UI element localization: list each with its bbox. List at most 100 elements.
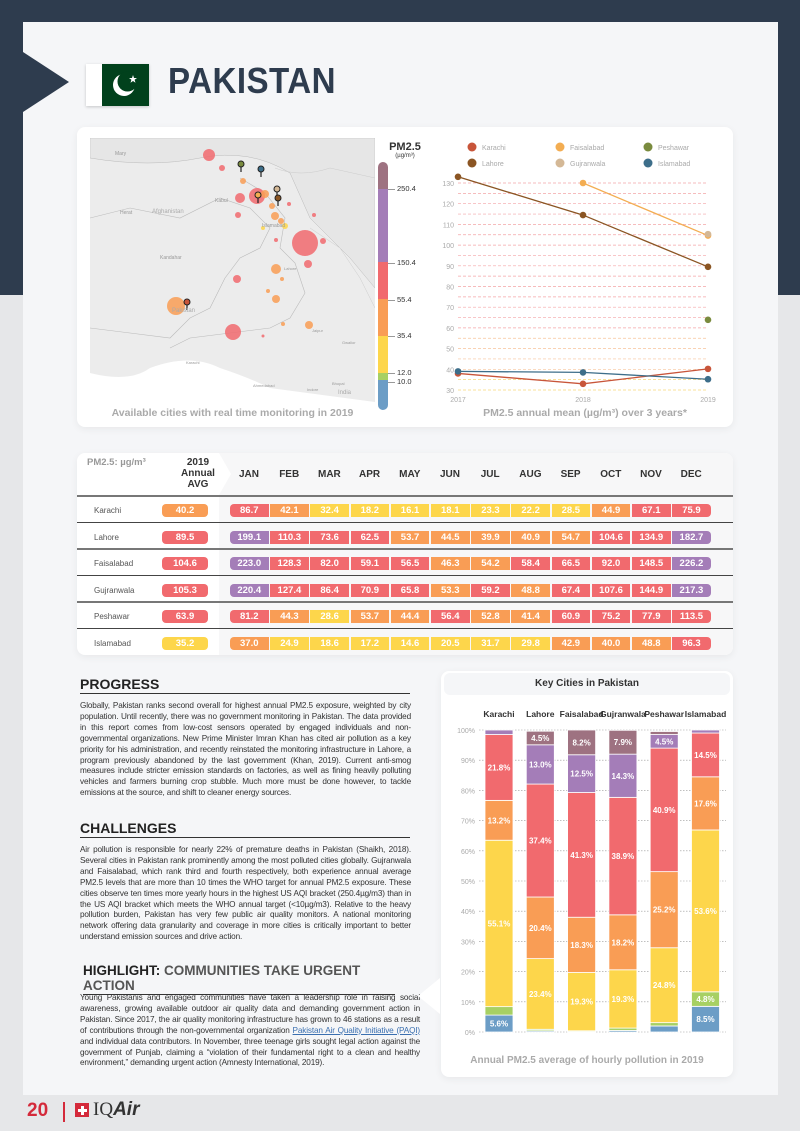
map-station-dot[interactable] [261, 334, 265, 338]
map-station-dot[interactable] [233, 275, 241, 283]
bar-segment[interactable] [649, 1022, 679, 1027]
legend-item-lahore: Lahore [467, 158, 504, 168]
bar-segment[interactable] [649, 947, 679, 1024]
data-point-peshawar[interactable] [704, 316, 712, 324]
city-name: Lahore [94, 532, 119, 542]
map-pin-peshawar-icon[interactable] [237, 160, 245, 172]
map-pin-lahore-icon[interactable] [274, 194, 282, 206]
month-value-jan: 37.0 [230, 636, 269, 650]
bar-segment[interactable] [484, 734, 514, 801]
table-unit-label: PM2.5: µg/m³ [87, 457, 146, 468]
bar-segment[interactable] [567, 972, 596, 1032]
map-station-dot[interactable] [235, 193, 245, 203]
data-point-lahore[interactable] [454, 173, 462, 181]
bar-segment[interactable] [525, 958, 555, 1030]
bar-segment[interactable] [484, 729, 514, 735]
bar-segment[interactable] [525, 744, 555, 785]
segment-label: 13.2% [488, 816, 511, 825]
map-station-dot[interactable] [272, 295, 280, 303]
map-pin-faisalabad-icon[interactable] [254, 191, 262, 203]
bar-segment[interactable] [608, 753, 638, 798]
map-station-dot[interactable] [167, 297, 185, 315]
map-station-dot[interactable] [240, 178, 246, 184]
bar-segment[interactable] [484, 799, 514, 841]
data-point-karachi[interactable] [579, 380, 587, 388]
month-value-nov: 77.9 [632, 610, 671, 623]
bar-segment[interactable] [525, 730, 555, 746]
bar-segment[interactable] [608, 914, 638, 971]
segment-label: 24.8% [653, 981, 676, 990]
map-pin-islamabad-icon[interactable] [257, 165, 265, 177]
month-value-jun: 53.3 [431, 583, 470, 597]
data-point-lahore[interactable] [704, 263, 712, 271]
bar-segment[interactable] [608, 729, 638, 755]
map-station-dot[interactable] [305, 321, 313, 329]
map-station-dot[interactable] [274, 238, 278, 242]
map-station-dot[interactable] [304, 260, 312, 268]
bar-segment[interactable] [691, 776, 720, 831]
data-point-islamabad[interactable] [579, 369, 587, 376]
map-station-dot[interactable] [269, 203, 275, 209]
table-divider [77, 627, 733, 629]
bar-segment[interactable] [649, 1025, 679, 1033]
map-station-dot[interactable] [271, 212, 279, 220]
month-value-may: 44.4 [390, 610, 430, 623]
svg-text:Karachi: Karachi [482, 145, 506, 152]
map-label-afghanistan: Afghanistan [152, 209, 184, 215]
segment-label: 7.9% [614, 738, 632, 747]
bar-segment[interactable] [567, 729, 596, 756]
month-value-dec: 96.3 [672, 636, 711, 650]
data-point-karachi[interactable] [704, 365, 712, 373]
paqi-link[interactable]: Pakistan Air Quality Initiative (PAQI) [292, 1025, 421, 1035]
data-point-gujranwala[interactable] [704, 230, 712, 238]
map-station-dot[interactable] [225, 324, 241, 340]
map-station-dot[interactable] [312, 213, 316, 217]
map-station-dot[interactable] [282, 223, 288, 229]
y-tick-label: 70 [446, 305, 454, 312]
bar-segment[interactable] [691, 732, 720, 778]
bar-segment[interactable] [567, 754, 596, 793]
legend-item-peshawar: Peshawar [643, 142, 690, 152]
y-tick-label: 60% [461, 849, 475, 856]
data-point-islamabad[interactable] [454, 368, 462, 375]
map-station-dot[interactable] [281, 322, 285, 326]
map-station-dot[interactable] [292, 230, 318, 256]
bar-segment[interactable] [608, 969, 638, 1029]
map-pin-karachi-icon[interactable] [183, 298, 191, 310]
bar-segment[interactable] [691, 1005, 720, 1033]
map-station-dot[interactable] [280, 277, 284, 281]
monitoring-map[interactable]: Mary Herat Afghanistan Kabul Kandahar Is… [90, 138, 375, 402]
map-station-dot[interactable] [271, 264, 281, 274]
map-station-dot[interactable] [287, 202, 291, 206]
month-value-may: 14.6 [390, 636, 430, 650]
map-station-dot[interactable] [203, 149, 215, 161]
month-value-sep: 66.5 [551, 557, 591, 570]
legend-title: PM2.5 [389, 141, 421, 153]
bar-segment[interactable] [484, 839, 514, 1008]
svg-text:Peshawar: Peshawar [658, 145, 690, 152]
progress-body: Globally, Pakistan ranks second overall … [80, 701, 411, 798]
map-station-dot[interactable] [320, 238, 326, 244]
bar-segment[interactable] [567, 792, 596, 918]
bar-segment[interactable] [484, 1006, 514, 1016]
segment-label: 25.2% [653, 906, 676, 915]
map-station-dot[interactable] [261, 226, 265, 230]
map-station-dot[interactable] [261, 190, 269, 198]
map-station-dot[interactable] [266, 289, 270, 293]
month-value-may: 56.5 [390, 557, 430, 570]
data-point-lahore[interactable] [579, 211, 587, 219]
month-value-sep: 28.5 [551, 504, 591, 517]
map-station-dot[interactable] [219, 165, 225, 171]
data-point-islamabad[interactable] [704, 375, 712, 383]
map-station-dot[interactable] [278, 218, 284, 224]
map-station-dot[interactable] [235, 212, 241, 218]
city-name: Peshawar [94, 612, 130, 621]
bar-segment[interactable] [691, 729, 720, 734]
data-point-faisalabad[interactable] [579, 179, 587, 187]
month-value-oct: 107.6 [591, 583, 631, 597]
bar-segment[interactable] [649, 731, 679, 735]
bar-segment[interactable] [525, 783, 555, 898]
bar-segment[interactable] [691, 829, 720, 993]
month-value-apr: 18.2 [350, 504, 390, 517]
month-value-mar: 32.4 [310, 504, 349, 517]
